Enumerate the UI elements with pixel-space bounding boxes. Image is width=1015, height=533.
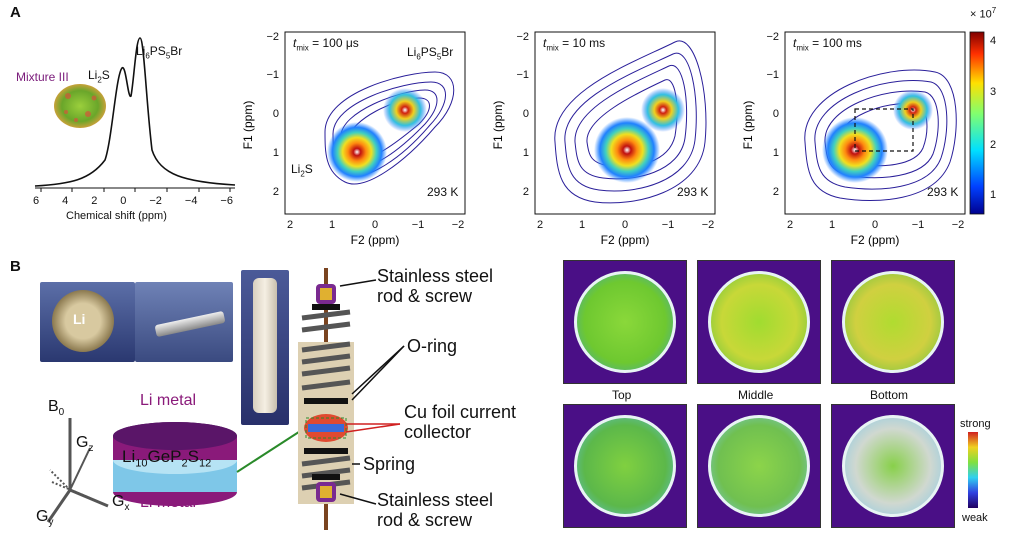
peak-label-li6ps5br: Li6PS5Br <box>136 44 183 61</box>
scale-weak-label: weak <box>962 512 988 524</box>
mri-label-top: Top <box>612 388 632 402</box>
f2-label: F2 (ppm) <box>851 233 900 247</box>
f2-tick: 0 <box>872 219 878 231</box>
colorbar-tick: 1 <box>990 189 996 201</box>
rod-bottom-callout: Stainless steel rod & screw <box>377 490 494 530</box>
peak-label-bottom-1: Li2S <box>291 162 313 179</box>
mri-image-6 <box>831 404 955 528</box>
f1-tick: 1 <box>523 147 529 159</box>
spectrum-xlabel: Chemical shift (ppm) <box>66 210 167 222</box>
contour-plot-3 <box>784 31 966 215</box>
temp-label-2: 293 K <box>677 185 709 199</box>
f2-tick: −2 <box>702 219 715 231</box>
tmix-label-2: tmix = 10 ms <box>543 36 606 53</box>
f1-tick: 0 <box>523 108 529 120</box>
mixture-particle <box>54 84 106 128</box>
spectrum-ticks: 6 4 2 0 −2 −4 −6 <box>33 195 233 207</box>
mri-image-5 <box>697 404 821 528</box>
oring-callout: O-ring <box>407 336 458 356</box>
li-coin <box>52 290 114 352</box>
f2-tick: 2 <box>537 219 543 231</box>
peak-label-li2s: Li2S <box>88 68 110 85</box>
tweezers-photo <box>135 282 233 362</box>
colorbar-tick: 2 <box>990 139 996 151</box>
gx-label: Gx <box>112 493 130 514</box>
f1-tick: 0 <box>773 108 779 120</box>
f2-tick: −2 <box>452 219 465 231</box>
scale-strong-label: strong <box>960 418 991 430</box>
electrolyte-label: Li10GeP2S12 <box>122 447 212 470</box>
cu-foil-callout: Cu foil current collector <box>404 402 517 442</box>
f2-tick: −1 <box>662 219 675 231</box>
intensity-scale-bar <box>968 432 978 508</box>
f2-tick: 1 <box>579 219 585 231</box>
f1-label: F1 (ppm) <box>741 101 755 150</box>
mri-image-1 <box>563 260 687 384</box>
tmix-label-3: tmix = 100 ms <box>793 36 862 53</box>
mixture-label: Mixture III <box>16 70 69 84</box>
f1-tick: −2 <box>516 31 529 43</box>
f2-label: F2 (ppm) <box>351 233 400 247</box>
f1-tick: −2 <box>266 31 279 43</box>
f2-tick: 0 <box>372 219 378 231</box>
gz-label: Gz <box>76 434 94 455</box>
b0-label: B0 <box>48 398 65 419</box>
mri-label-bottom: Bottom <box>870 388 909 402</box>
colorbar <box>969 31 985 215</box>
f1-label: F1 (ppm) <box>241 101 255 150</box>
f1-tick: −1 <box>516 69 529 81</box>
li-metal-bottom-label: Li metal <box>140 494 197 511</box>
li-coin-label: Li <box>73 311 86 327</box>
f2-tick: 1 <box>329 219 335 231</box>
f1-tick: 1 <box>773 147 779 159</box>
exsy-plots: −2 −1 0 1 2 2 1 0 −1 −2 F2 (ppm) F1 (ppm… <box>241 31 996 247</box>
f2-tick: 2 <box>787 219 793 231</box>
f2-tick: 1 <box>829 219 835 231</box>
tmix-label-1: tmix = 100 μs <box>293 36 359 53</box>
colorbar-tick: 4 <box>990 35 996 47</box>
colorbar-tick: 3 <box>990 86 996 98</box>
cell-schematic <box>46 268 405 530</box>
f2-tick: −2 <box>952 219 965 231</box>
f1-tick: 2 <box>523 186 529 198</box>
spring-callout: Spring <box>363 454 416 474</box>
nmr-1d-spectrum <box>34 37 236 192</box>
mri-image-3 <box>831 260 955 384</box>
temp-label-1: 293 K <box>427 185 459 199</box>
f2-tick: −1 <box>912 219 925 231</box>
f1-tick: 2 <box>773 186 779 198</box>
f1-tick: 2 <box>273 186 279 198</box>
li-metal-top-label: Li metal <box>140 392 197 409</box>
f1-tick: −1 <box>266 69 279 81</box>
rod-top-callout: Stainless steel rod & screw <box>377 266 494 306</box>
f1-tick: 1 <box>273 147 279 159</box>
li-coin-photo: Li <box>40 282 135 362</box>
contour-plot-2 <box>534 31 716 215</box>
f2-tick: 2 <box>287 219 293 231</box>
panel-b-letter: B <box>10 258 21 275</box>
f1-tick: −2 <box>766 31 779 43</box>
spectrum-curve <box>34 37 236 187</box>
mri-label-middle: Middle <box>738 388 774 402</box>
peak-label-top-1: Li6PS5Br <box>407 45 454 62</box>
temp-label-3: 293 K <box>927 185 959 199</box>
f2-label: F2 (ppm) <box>601 233 650 247</box>
f1-tick: 0 <box>273 108 279 120</box>
panel-a-letter: A <box>10 4 21 21</box>
cell-holder-photo <box>241 270 289 425</box>
f2-tick: −1 <box>412 219 425 231</box>
gy-label: Gy <box>36 508 54 529</box>
f2-tick: 0 <box>622 219 628 231</box>
colorbar-exponent: × 107 <box>970 6 997 21</box>
contour-plot-1 <box>284 31 466 215</box>
mri-image-2 <box>697 260 821 384</box>
f1-label: F1 (ppm) <box>491 101 505 150</box>
mri-image-4 <box>563 404 687 528</box>
f1-tick: −1 <box>766 69 779 81</box>
